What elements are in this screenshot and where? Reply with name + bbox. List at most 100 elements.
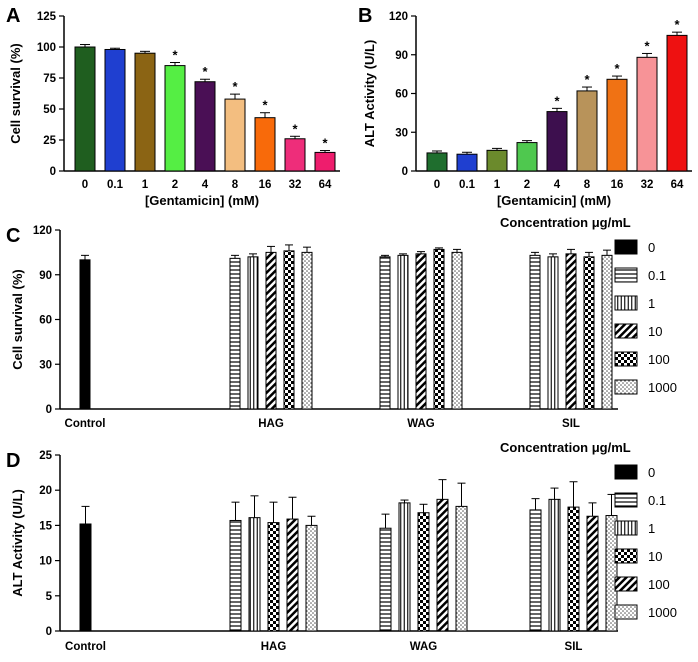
panel-a-x-tick-label: 32	[289, 179, 302, 191]
panel-a-significance-star: *	[292, 121, 298, 136]
panel-c-legend-swatch-10	[614, 323, 638, 339]
panel-c-bar-hag-1	[247, 256, 259, 410]
panel-b-y-tick-label: 0	[402, 166, 408, 178]
panel-b-x-tick-label: 64	[671, 179, 684, 191]
panel-a-significance-star: *	[262, 98, 268, 113]
panel-a-y-axis-label: Cell survival (%)	[8, 43, 23, 143]
panel-c-legend-swatch-1000	[614, 379, 638, 395]
panel-a-x-tick-label: 8	[232, 179, 239, 191]
panel-d-bar-hag-100	[286, 518, 299, 632]
panel-c-legend-label: 1	[648, 296, 655, 311]
panel-c-bar-sil-1	[547, 256, 559, 410]
panel-d-letter: D	[6, 450, 20, 472]
panel-d-y-tick-label: 15	[39, 520, 52, 532]
panel-a-y-tick-label: 25	[43, 135, 56, 147]
panel-a-significance-star: *	[202, 64, 208, 79]
panel-c-bar-hag-0_1	[229, 257, 241, 410]
panel-d-bar-wag-1000	[455, 505, 468, 632]
panel-d-legend-label: 0	[648, 465, 655, 480]
panel-c-bar-wag-1	[397, 254, 409, 410]
panel-a-y-tick-label: 125	[37, 11, 57, 23]
panel-b-bar-8	[576, 90, 598, 172]
panel-b-significance-star: *	[554, 93, 560, 108]
panel-d-bar-hag-1	[248, 517, 261, 632]
panel-b-x-tick-label: 0	[434, 179, 440, 191]
panel-c-bar-wag-10	[415, 253, 427, 410]
panel-d-legend-title: Concentration μg/mL	[500, 440, 631, 455]
panel-a-x-tick-label: 16	[259, 179, 272, 191]
panel-c-legend-label: 10	[648, 324, 662, 339]
panel-a-bar-16	[254, 117, 276, 172]
panel-a-letter: A	[6, 5, 20, 27]
panel-c-bar-hag-1000	[301, 251, 313, 410]
panel-b-x-tick-label: 4	[554, 179, 561, 191]
panel-d-y-tick-label: 25	[39, 450, 52, 462]
panel-c-bar-wag-100	[433, 248, 445, 410]
panel-a-significance-star: *	[232, 79, 238, 94]
panel-c-y-tick-label: 0	[46, 404, 52, 416]
panel-d-bar-hag-0_1	[229, 519, 242, 632]
panel-b-bar-16	[606, 78, 628, 172]
panel-b-y-tick-label: 30	[395, 127, 408, 139]
panel-a-bar-0_1	[104, 48, 126, 172]
panel-b-significance-star: *	[674, 17, 680, 32]
panel-d-legend-swatch-1	[614, 520, 638, 536]
panel-b-bar-0	[426, 152, 448, 172]
panel-c-legend-swatch-0	[614, 239, 638, 255]
panel-b-bar-64	[666, 34, 688, 172]
panel-a-bar-64	[314, 151, 336, 172]
panel-c-legend-swatch-1	[614, 295, 638, 311]
panel-c-bar-control-0	[79, 259, 91, 410]
panel-c-bar-sil-0_1	[529, 254, 541, 410]
panel-c-letter: C	[6, 225, 20, 247]
panel-c-x-tick-label: Control	[65, 418, 106, 430]
panel-b-bar-2	[516, 142, 538, 172]
panel-a-x-tick-label: 64	[319, 179, 332, 191]
panel-d-bar-wag-10	[417, 512, 430, 632]
panel-d-x-tick-label: HAG	[261, 641, 287, 653]
panel-d-legend-swatch-0_1	[614, 492, 638, 508]
panel-b-significance-star: *	[644, 38, 650, 53]
panel-c-y-tick-label: 90	[39, 270, 52, 282]
panel-c-bar-sil-100	[583, 256, 595, 410]
panel-d-bar-wag-100	[436, 498, 449, 632]
panel-d-bar-sil-10	[567, 506, 580, 632]
panel-c-legend-label: 100	[648, 352, 670, 367]
panel-c-legend-label: 0.1	[648, 268, 666, 283]
panel-c-bar-hag-100	[283, 250, 295, 410]
panel-d-y-tick-label: 10	[39, 556, 52, 568]
panel-d-legend-label: 1000	[648, 605, 677, 620]
panel-b-bar-32	[636, 56, 658, 172]
panel-d-bar-sil-0_1	[529, 509, 542, 632]
panel-a-bar-1	[134, 52, 156, 172]
panel-d-bar-control-0	[79, 523, 92, 632]
panel-a-x-tick-label: 0	[82, 179, 88, 191]
panel-a-bar-4	[194, 81, 216, 172]
panel-b-y-axis-label: ALT Activity (U/L)	[362, 40, 377, 148]
panel-b-x-axis-label: [Gentamicin] (mM)	[497, 193, 611, 208]
panel-c-bar-sil-1000	[601, 254, 613, 410]
panel-d-legend-swatch-1000	[614, 604, 638, 620]
panel-d-legend-swatch-100	[614, 576, 638, 592]
panel-a-bar-8	[224, 98, 246, 172]
panel-a-y-tick-label: 0	[50, 166, 56, 178]
panel-b-y-tick-label: 60	[395, 89, 408, 101]
panel-c-bar-hag-10	[265, 251, 277, 410]
panel-d-y-axis-label: ALT Activity (U/L)	[10, 489, 25, 597]
panel-d-bar-sil-100	[586, 515, 599, 632]
panel-b-x-tick-label: 32	[641, 179, 654, 191]
panel-b-x-tick-label: 0.1	[459, 179, 476, 191]
panel-d-bar-hag-10	[267, 522, 280, 632]
panel-d-legend-label: 100	[648, 577, 670, 592]
panel-b-x-tick-label: 1	[494, 179, 501, 191]
panel-b-letter: B	[358, 5, 372, 27]
panel-c-x-tick-label: SIL	[562, 418, 580, 430]
panel-d-bar-hag-1000	[305, 524, 318, 632]
panel-d-bar-wag-0_1	[379, 527, 392, 632]
panel-c-legend-label: 0	[648, 240, 655, 255]
panel-d-legend-swatch-10	[614, 548, 638, 564]
panel-d-bar-sil-1	[548, 498, 561, 632]
panel-a-bar-32	[284, 138, 306, 172]
panel-b-x-tick-label: 8	[584, 179, 591, 191]
